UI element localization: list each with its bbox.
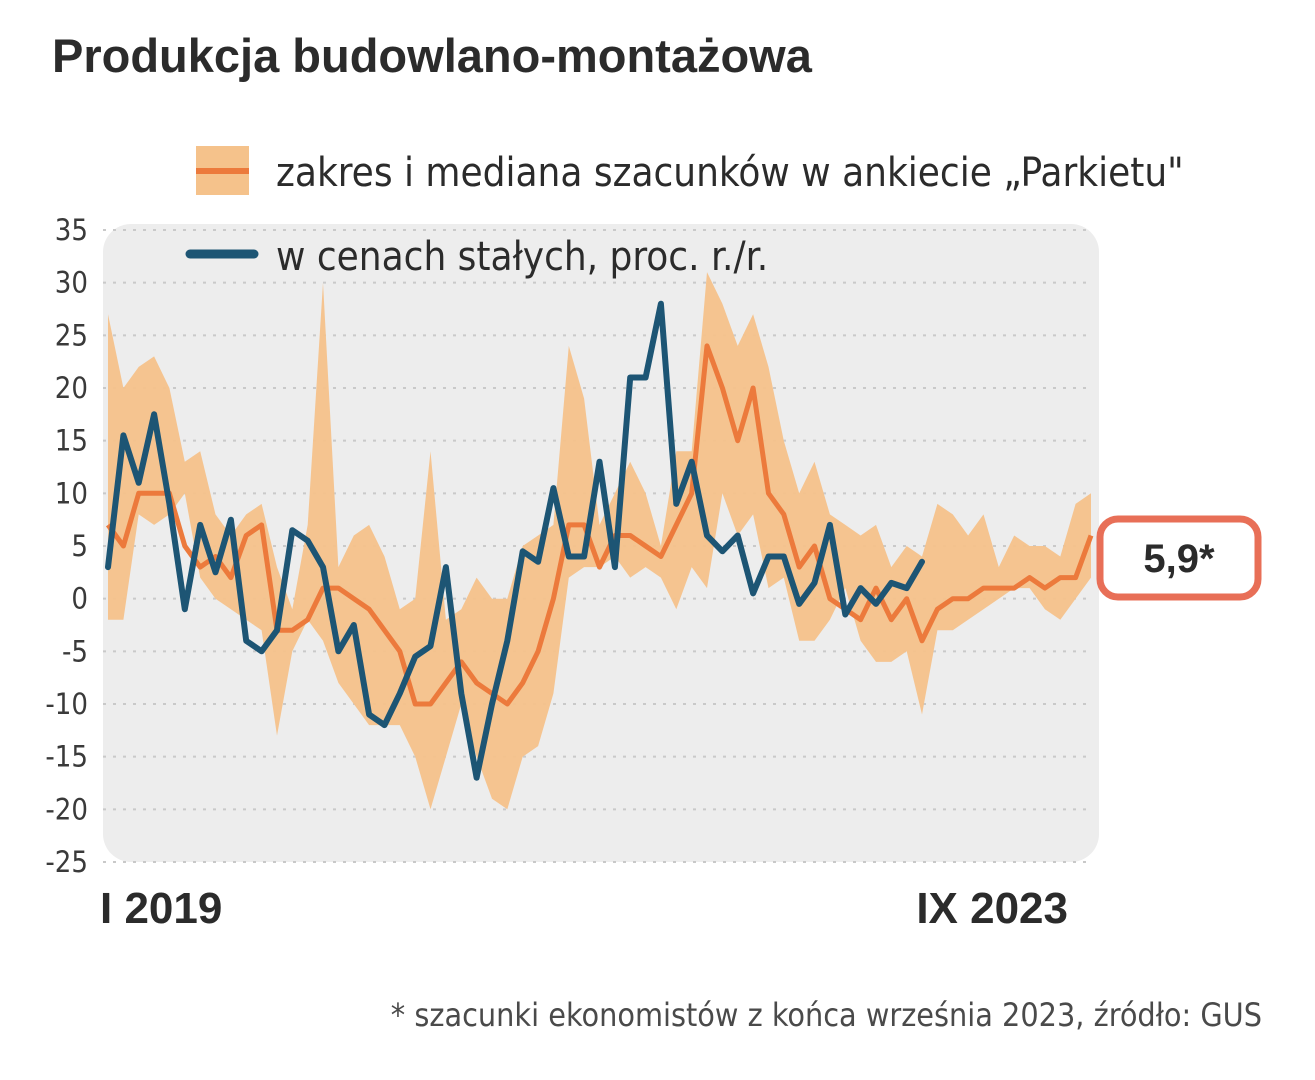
- y-tick-label: -10: [45, 687, 88, 721]
- y-tick-label: 25: [55, 318, 88, 352]
- x-start-label: I 2019: [100, 884, 222, 933]
- y-tick-label: 30: [55, 266, 88, 300]
- footnote: * szacunki ekonomistów z końca września …: [391, 996, 1262, 1034]
- x-end-label: IX 2023: [916, 884, 1068, 933]
- y-tick-label: 5: [71, 529, 88, 563]
- y-tick-label: -20: [45, 792, 88, 826]
- legend-line-label: w cenach stałych, proc. r./r.: [276, 234, 768, 280]
- callout-value: 5,9*: [1143, 537, 1215, 581]
- y-tick-label: -15: [45, 740, 88, 774]
- actual-production-line: [105, 300, 925, 781]
- y-tick-label: 35: [55, 213, 88, 247]
- y-tick-label: -25: [45, 845, 88, 879]
- chart-title: Produkcja budowlano-montażowa: [52, 29, 813, 82]
- y-tick-label: -5: [62, 634, 88, 668]
- value-callout: 5,9*: [1096, 515, 1262, 601]
- y-tick-label: 10: [55, 476, 88, 510]
- legend-band-label: zakres i mediana szacunków w ankiecie „P…: [276, 150, 1184, 196]
- legend: zakres i mediana szacunków w ankiecie „P…: [185, 146, 1184, 280]
- callout-box: [1096, 515, 1262, 601]
- y-tick-label: 20: [55, 371, 88, 405]
- estimate-median-line: [105, 343, 1094, 707]
- estimate-range-band: [108, 272, 1091, 810]
- y-axis-ticks: 35 30 25 20 15 10 5 0 -5 -10 -15 -20 -25: [45, 213, 88, 879]
- y-tick-label: 15: [55, 424, 88, 458]
- y-tick-label: 0: [71, 582, 88, 616]
